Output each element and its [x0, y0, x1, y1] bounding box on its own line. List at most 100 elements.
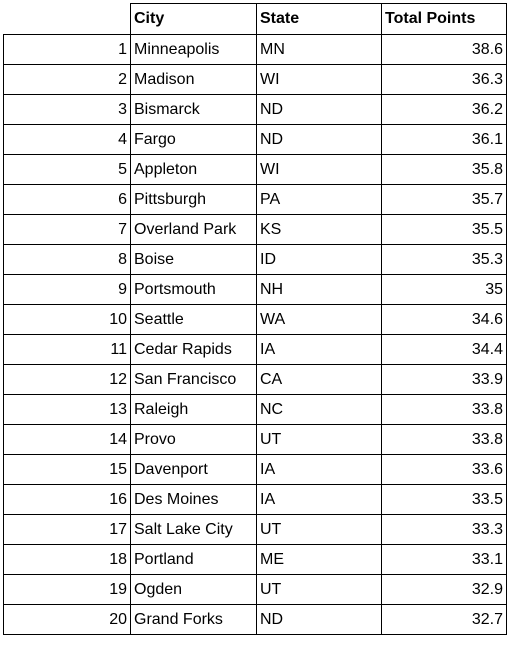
- points-cell: 33.8: [381, 424, 507, 455]
- city-cell: San Francisco: [130, 364, 257, 395]
- state-cell: WI: [256, 64, 382, 95]
- rank-cell: 15: [3, 454, 131, 485]
- header-row: City State Total Points: [3, 3, 507, 35]
- points-cell: 35: [381, 274, 507, 305]
- rank-cell: 1: [3, 34, 131, 65]
- city-cell: Boise: [130, 244, 257, 275]
- header-state: State: [256, 3, 382, 35]
- table-row: 19 Ogden UT 32.9: [3, 574, 507, 605]
- points-cell: 36.1: [381, 124, 507, 155]
- city-cell: Portsmouth: [130, 274, 257, 305]
- points-cell: 33.9: [381, 364, 507, 395]
- state-cell: IA: [256, 334, 382, 365]
- city-cell: Davenport: [130, 454, 257, 485]
- state-cell: ND: [256, 94, 382, 125]
- rank-cell: 4: [3, 124, 131, 155]
- city-cell: Salt Lake City: [130, 514, 257, 545]
- rank-cell: 12: [3, 364, 131, 395]
- points-cell: 32.7: [381, 604, 507, 635]
- table-row: 2 Madison WI 36.3: [3, 64, 507, 95]
- city-cell: Provo: [130, 424, 257, 455]
- state-cell: PA: [256, 184, 382, 215]
- state-cell: UT: [256, 424, 382, 455]
- points-cell: 35.3: [381, 244, 507, 275]
- table-row: 8 Boise ID 35.3: [3, 244, 507, 275]
- rank-cell: 19: [3, 574, 131, 605]
- points-cell: 35.5: [381, 214, 507, 245]
- table-body: 1 Minneapolis MN 38.6 2 Madison WI 36.3 3 Bismarc…: [3, 34, 507, 635]
- header-total-points: Total Points: [381, 3, 507, 35]
- state-cell: UT: [256, 574, 382, 605]
- points-cell: 35.7: [381, 184, 507, 215]
- state-cell: NH: [256, 274, 382, 305]
- state-cell: KS: [256, 214, 382, 245]
- points-cell: 33.6: [381, 454, 507, 485]
- rank-cell: 10: [3, 304, 131, 335]
- header-rank: [3, 3, 131, 35]
- points-cell: 34.4: [381, 334, 507, 365]
- city-cell: Cedar Rapids: [130, 334, 257, 365]
- rank-cell: 9: [3, 274, 131, 305]
- table-row: 13 Raleigh NC 33.8: [3, 394, 507, 425]
- rank-cell: 3: [3, 94, 131, 125]
- city-cell: Portland: [130, 544, 257, 575]
- rankings-table: City State Total Points 1 Minneapolis MN 38…: [3, 3, 507, 635]
- table-row: 10 Seattle WA 34.6: [3, 304, 507, 335]
- table-row: 17 Salt Lake City UT 33.3: [3, 514, 507, 545]
- rank-cell: 13: [3, 394, 131, 425]
- points-cell: 32.9: [381, 574, 507, 605]
- points-cell: 35.8: [381, 154, 507, 185]
- rank-cell: 20: [3, 604, 131, 635]
- points-cell: 36.3: [381, 64, 507, 95]
- table-row: 5 Appleton WI 35.8: [3, 154, 507, 185]
- header-city: City: [130, 3, 257, 35]
- table-row: 6 Pittsburgh PA 35.7: [3, 184, 507, 215]
- state-cell: UT: [256, 514, 382, 545]
- city-cell: Minneapolis: [130, 34, 257, 65]
- table-row: 16 Des Moines IA 33.5: [3, 484, 507, 515]
- table-row: 14 Provo UT 33.8: [3, 424, 507, 455]
- city-cell: Appleton: [130, 154, 257, 185]
- state-cell: IA: [256, 484, 382, 515]
- city-cell: Overland Park: [130, 214, 257, 245]
- city-cell: Bismarck: [130, 94, 257, 125]
- table-row: 9 Portsmouth NH 35: [3, 274, 507, 305]
- points-cell: 34.6: [381, 304, 507, 335]
- rank-cell: 6: [3, 184, 131, 215]
- rank-cell: 2: [3, 64, 131, 95]
- rank-cell: 11: [3, 334, 131, 365]
- table-row: 4 Fargo ND 36.1: [3, 124, 507, 155]
- rank-cell: 8: [3, 244, 131, 275]
- table-row: 3 Bismarck ND 36.2: [3, 94, 507, 125]
- state-cell: CA: [256, 364, 382, 395]
- points-cell: 36.2: [381, 94, 507, 125]
- state-cell: ME: [256, 544, 382, 575]
- city-cell: Pittsburgh: [130, 184, 257, 215]
- points-cell: 38.6: [381, 34, 507, 65]
- state-cell: IA: [256, 454, 382, 485]
- rank-cell: 5: [3, 154, 131, 185]
- state-cell: ND: [256, 124, 382, 155]
- rank-cell: 16: [3, 484, 131, 515]
- state-cell: WA: [256, 304, 382, 335]
- city-cell: Seattle: [130, 304, 257, 335]
- points-cell: 33.3: [381, 514, 507, 545]
- table-row: 12 San Francisco CA 33.9: [3, 364, 507, 395]
- table-row: 11 Cedar Rapids IA 34.4: [3, 334, 507, 365]
- table-row: 18 Portland ME 33.1: [3, 544, 507, 575]
- state-cell: ID: [256, 244, 382, 275]
- table-row: 15 Davenport IA 33.6: [3, 454, 507, 485]
- rank-cell: 18: [3, 544, 131, 575]
- rank-cell: 17: [3, 514, 131, 545]
- city-cell: Ogden: [130, 574, 257, 605]
- city-cell: Fargo: [130, 124, 257, 155]
- state-cell: WI: [256, 154, 382, 185]
- city-cell: Grand Forks: [130, 604, 257, 635]
- points-cell: 33.5: [381, 484, 507, 515]
- city-cell: Raleigh: [130, 394, 257, 425]
- state-cell: ND: [256, 604, 382, 635]
- state-cell: NC: [256, 394, 382, 425]
- table-row: 1 Minneapolis MN 38.6: [3, 34, 507, 65]
- points-cell: 33.8: [381, 394, 507, 425]
- table-row: 20 Grand Forks ND 32.7: [3, 604, 507, 635]
